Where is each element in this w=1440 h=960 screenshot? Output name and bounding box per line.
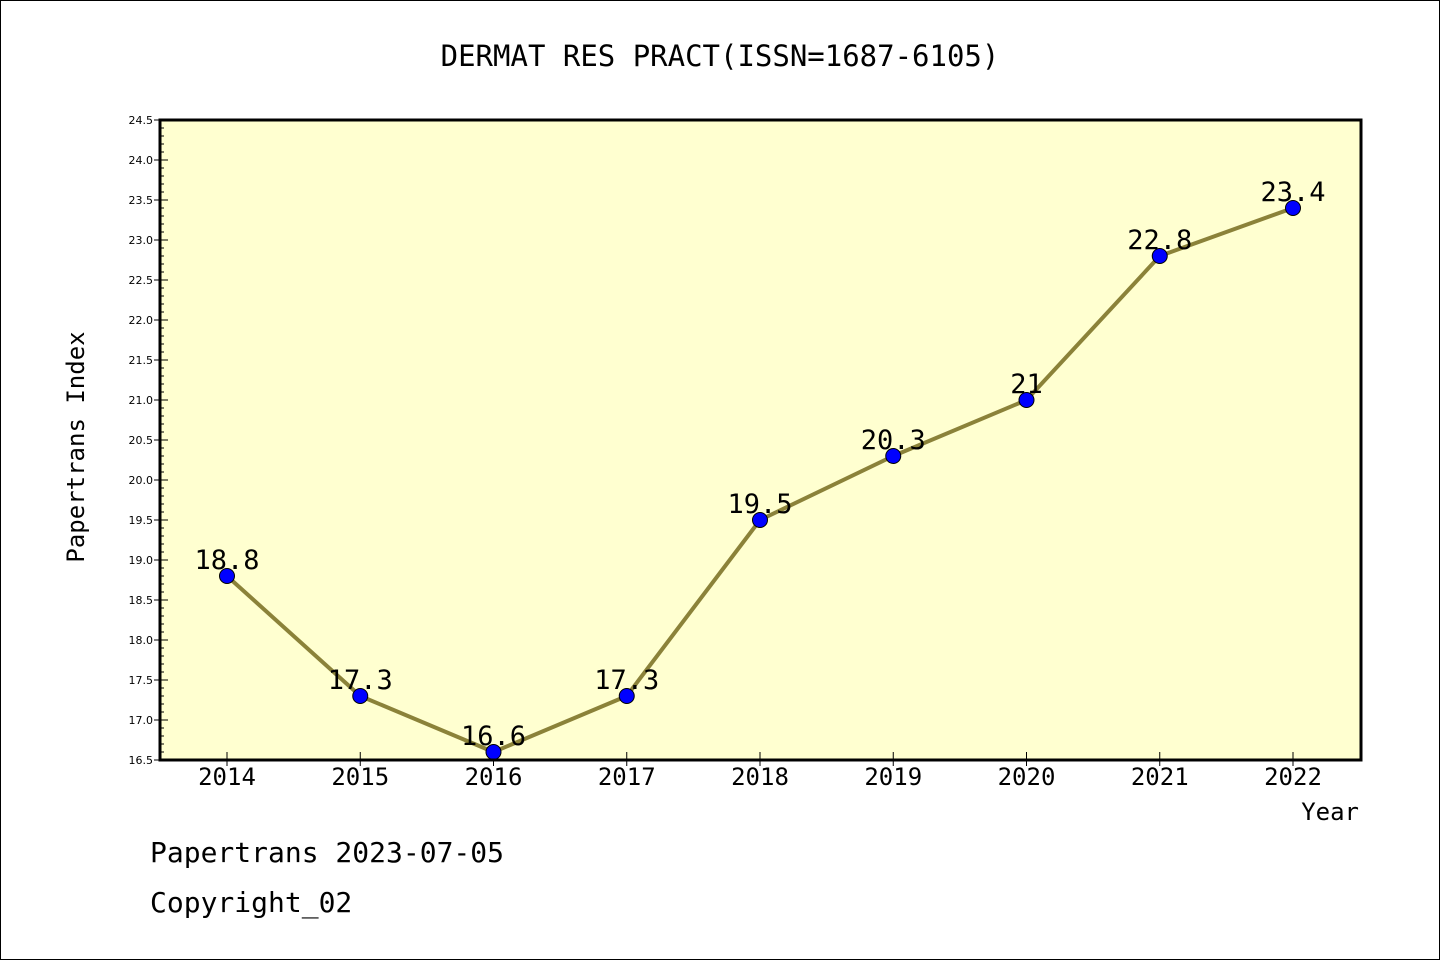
data-point	[618, 688, 635, 704]
x-tick-label: 2020	[998, 763, 1056, 791]
y-tick-label: 21.5	[129, 354, 154, 367]
x-tick-label: 2022	[1264, 763, 1322, 791]
data-label: 22.8	[1127, 225, 1192, 256]
y-tick-label: 24.5	[129, 114, 154, 127]
data-point	[1151, 248, 1168, 264]
data-label: 23.4	[1260, 177, 1325, 208]
y-tick-label: 24.0	[129, 154, 154, 167]
y-tick-label: 16.5	[129, 754, 154, 767]
y-tick-label: 20.0	[129, 474, 154, 487]
y-tick-label: 23.5	[129, 194, 154, 207]
footer-date: Papertrans 2023-07-05	[150, 836, 505, 869]
data-point	[752, 512, 768, 528]
data-label: 17.3	[594, 665, 659, 696]
y-tick-label: 22.5	[129, 274, 154, 287]
x-tick-label: 2017	[598, 763, 656, 791]
data-label: 19.5	[727, 489, 792, 520]
y-tick-label: 19.5	[129, 514, 154, 527]
y-tick-label: 18.0	[129, 634, 154, 647]
x-tick-label: 2014	[198, 763, 256, 791]
series-layer: 18.8 17.3 16.6 17.3 19.5 20.3 21 22.8 23.4	[194, 177, 1326, 760]
data-point	[1018, 392, 1035, 408]
footer-copyright: Copyright_02	[150, 886, 353, 919]
plot-border	[158, 118, 1363, 762]
y-tick-label: 23.0	[129, 234, 154, 247]
data-label: 16.6	[461, 721, 526, 752]
y-tick-label: 17.5	[129, 674, 154, 687]
y-tick-label: 20.5	[129, 434, 154, 447]
y-tick-label: 19.0	[129, 554, 154, 567]
x-tick-label: 2018	[731, 763, 789, 791]
x-axis-label: Year	[1301, 798, 1359, 826]
y-axis: 16.5 17.0 17.5 18.0 18.5 19.0 19.5 20.0 20.5 21.0…	[129, 114, 168, 767]
plot-area	[160, 120, 1361, 760]
data-point	[1285, 200, 1301, 216]
x-tick-label: 2016	[465, 763, 523, 791]
y-tick-label: 17.0	[129, 714, 154, 727]
data-point	[219, 568, 235, 584]
data-label: 21	[1010, 369, 1043, 400]
y-tick-label: 21.0	[129, 394, 154, 407]
y-tick-label: 22.0	[129, 314, 154, 327]
data-point	[885, 448, 902, 464]
x-tick-label: 2019	[864, 763, 922, 791]
y-axis-label: Papertrans Index	[62, 331, 90, 562]
chart-title: DERMAT RES PRACT(ISSN=1687-6105)	[441, 39, 1000, 73]
data-label: 18.8	[194, 545, 259, 576]
y-tick-label: 18.5	[129, 594, 154, 607]
data-label: 20.3	[861, 425, 926, 456]
data-label: 17.3	[328, 665, 393, 696]
x-axis: 2014 2015 2016 2017 2018 2019 2020 2021 2022	[198, 752, 1322, 791]
data-point	[352, 688, 369, 704]
x-tick-label: 2015	[331, 763, 389, 791]
x-tick-label: 2021	[1131, 763, 1189, 791]
